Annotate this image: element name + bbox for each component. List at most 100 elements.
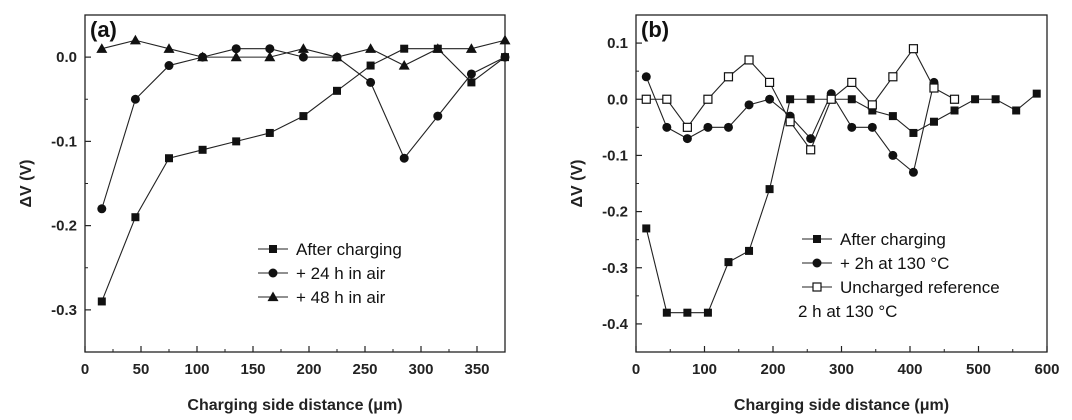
data-point (867, 100, 877, 110)
x-tick-label: 600 (1034, 361, 1059, 378)
data-point (847, 77, 857, 88)
data-point (888, 112, 897, 121)
data-point (683, 308, 692, 317)
panel-label: (b) (641, 17, 669, 42)
legend-entry: After charging (258, 240, 402, 259)
x-tick-label: 200 (296, 361, 321, 378)
legend-marker (268, 268, 278, 278)
data-point (331, 51, 343, 62)
data-point (432, 43, 444, 53)
y-tick-label: 0.1 (607, 35, 628, 52)
x-tick-label: 200 (760, 361, 785, 378)
data-point (130, 94, 140, 104)
data-point (908, 44, 919, 54)
x-tick-label: 100 (692, 361, 717, 378)
data-point (333, 86, 341, 95)
data-point (400, 44, 409, 53)
series-filled-triangle (96, 34, 511, 70)
y-tick-label: 0.0 (607, 91, 628, 108)
legend-marker (813, 235, 821, 243)
x-tick-label: 150 (240, 361, 265, 378)
data-point (299, 112, 308, 121)
x-axis-title: Charging side distance (μm) (187, 397, 402, 414)
data-point (867, 122, 877, 132)
data-point (826, 94, 836, 104)
data-point (744, 55, 754, 65)
data-point (264, 51, 276, 62)
series-line (101, 48, 506, 209)
data-point (744, 100, 754, 110)
data-point (868, 106, 877, 115)
data-point (1012, 106, 1021, 115)
series-line (646, 47, 955, 151)
data-point (703, 308, 712, 317)
panel-label: (a) (90, 17, 117, 42)
x-tick-label: 0 (632, 361, 640, 378)
y-axis-title: ΔV (V) (569, 160, 586, 208)
legend-entry: + 48 h in air (258, 288, 386, 307)
legend-entry: Uncharged reference (802, 278, 1000, 297)
data-point (929, 117, 938, 126)
x-tick-label: 250 (352, 361, 377, 378)
panel-a: 0 50 100 150 200 250 300 350 0.0 -0.1 -0.2 -0.3 Char… (18, 14, 511, 414)
data-point (465, 43, 477, 53)
data-point (806, 145, 816, 155)
y-tick-label: -0.2 (51, 218, 77, 235)
y-tick-label: -0.4 (602, 316, 629, 333)
data-point (723, 72, 734, 82)
y-tick-label: -0.2 (602, 204, 628, 221)
data-point (847, 122, 857, 132)
data-point (662, 94, 672, 104)
data-point (909, 128, 918, 137)
data-point (466, 69, 476, 79)
legend-marker (267, 291, 279, 302)
y-tick-label: 0.0 (56, 49, 77, 66)
legend-label: + 24 h in air (296, 264, 386, 283)
legend-marker (812, 282, 822, 292)
data-point (198, 145, 207, 154)
data-point (703, 122, 713, 132)
data-point (662, 122, 672, 132)
data-point (929, 83, 939, 93)
data-point (642, 224, 651, 233)
plot-frame (84, 14, 506, 353)
data-point (499, 34, 511, 45)
x-tick-label: 300 (408, 361, 433, 378)
legend-label: After charging (840, 230, 946, 249)
data-point (297, 43, 309, 53)
data-point (129, 34, 141, 45)
data-point (398, 60, 410, 70)
x-tick-label: 0 (81, 361, 89, 378)
data-point (366, 61, 375, 70)
data-point (365, 43, 377, 53)
data-point (165, 154, 173, 163)
legend-entry: + 24 h in air (258, 264, 386, 283)
data-point (230, 51, 242, 62)
data-point (1032, 89, 1041, 98)
data-point (888, 72, 898, 82)
legend-entry: + 2h at 130 °C (802, 254, 949, 273)
x-tick-label: 350 (464, 361, 489, 378)
data-point (765, 94, 775, 104)
data-point (847, 95, 856, 104)
data-point (96, 43, 108, 53)
data-point (231, 44, 241, 54)
y-tick-label: -0.1 (602, 147, 628, 164)
data-point (298, 52, 308, 62)
data-point (467, 78, 476, 87)
data-point (950, 106, 959, 115)
data-point (703, 94, 713, 104)
data-point (164, 61, 174, 71)
x-tick-label: 400 (897, 361, 922, 378)
data-point (97, 204, 107, 214)
series-filled-circle (97, 44, 510, 214)
x-axis-title: Charging side distance (μm) (734, 397, 949, 414)
data-point (641, 72, 651, 82)
data-point (724, 258, 733, 267)
data-point (786, 95, 795, 104)
data-point (785, 117, 795, 127)
data-point (265, 128, 274, 137)
data-point (949, 94, 960, 104)
legend-entry: After charging (802, 230, 946, 249)
